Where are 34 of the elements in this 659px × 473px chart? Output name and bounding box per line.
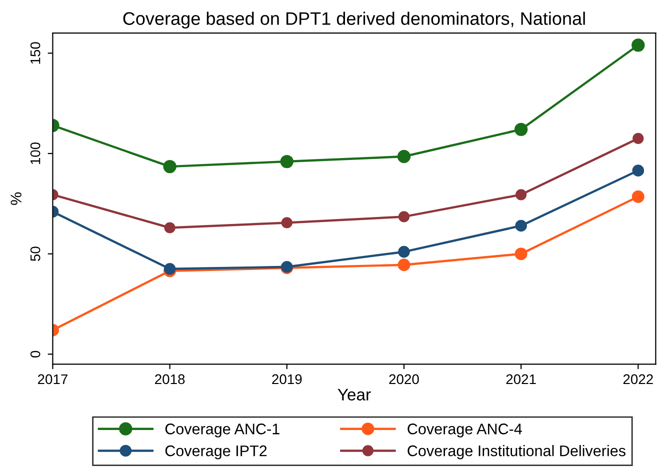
x-tick-label: 2021	[506, 374, 536, 384]
point	[632, 132, 644, 144]
legend-label: Coverage IPT2	[165, 445, 267, 460]
legend-label: Coverage Institutional Deliveries	[408, 445, 626, 460]
point	[164, 262, 176, 275]
point	[398, 258, 410, 272]
y-tick-label: 100	[30, 142, 40, 164]
point	[516, 189, 527, 200]
y-tick-label: 0	[30, 350, 40, 358]
x-tick-label: 2020	[389, 374, 419, 384]
point	[397, 150, 411, 164]
point	[164, 222, 176, 234]
x-tick-label: 2017	[38, 374, 68, 384]
y-tick-label: 150	[30, 42, 40, 64]
point	[514, 122, 528, 136]
x-tick-label: 2022	[623, 374, 653, 384]
x-tick-label: 2019	[272, 374, 302, 384]
point	[398, 246, 410, 258]
legend-label: Coverage ANC-4	[408, 424, 522, 438]
chart-title: Coverage based on DPT1 derived denominators, National	[123, 12, 585, 29]
point	[514, 248, 528, 260]
point	[632, 190, 644, 203]
point	[515, 220, 527, 232]
x-tick-label: 2018	[155, 374, 185, 384]
point	[632, 164, 644, 176]
point	[398, 211, 410, 222]
y-axis-title: %	[10, 192, 22, 205]
point	[280, 154, 294, 168]
point	[632, 38, 645, 52]
point	[281, 217, 292, 228]
y-tick-label: 50	[30, 246, 40, 262]
legend-label: Coverage ANC-1	[165, 424, 280, 438]
point	[163, 160, 176, 174]
x-axis-title: Year	[338, 388, 371, 401]
